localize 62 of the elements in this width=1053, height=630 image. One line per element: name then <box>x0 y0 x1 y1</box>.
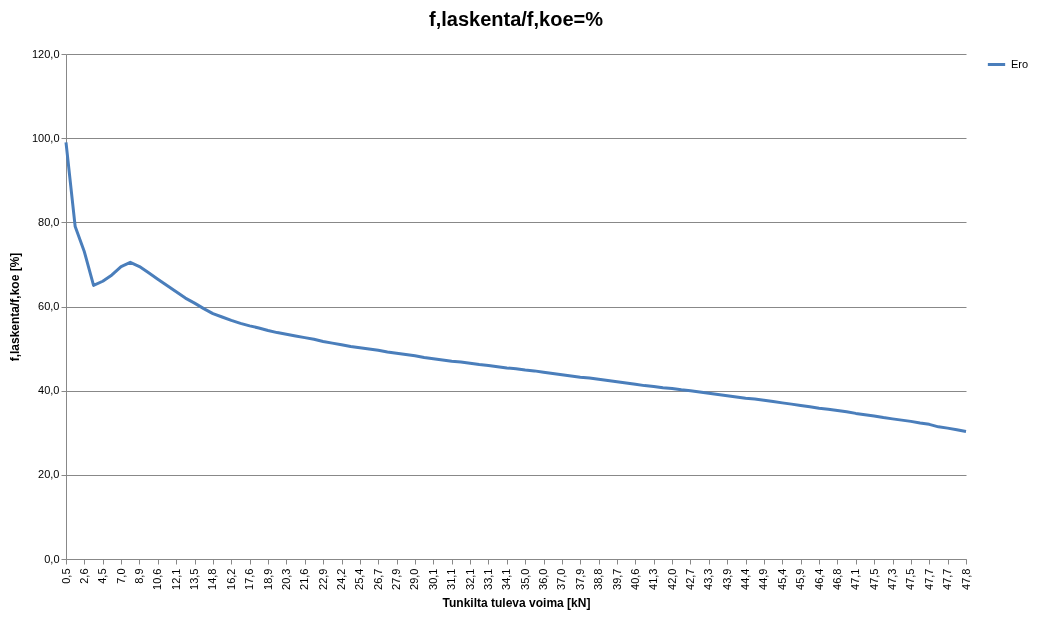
x-tick-label: 21,6 <box>298 568 311 590</box>
x-tick-label: 31,1 <box>445 568 458 590</box>
x-tick-label: 47,5 <box>867 568 880 590</box>
x-tick-label: 12,1 <box>169 568 182 590</box>
x-tick-label: 14,8 <box>206 568 219 590</box>
x-tick-label: 47,1 <box>849 568 862 590</box>
x-tick-label: 26,7 <box>371 568 384 590</box>
x-tick-label: 22,9 <box>316 568 329 590</box>
x-tick-label: 17,6 <box>243 568 256 590</box>
x-tick-label: 46,4 <box>812 568 825 590</box>
x-tick-label: 43,9 <box>720 568 733 590</box>
x-tick-label: 0,5 <box>59 568 72 584</box>
x-tick-label: 24,2 <box>335 568 348 590</box>
x-tick-label: 38,8 <box>592 568 605 590</box>
x-tick-label: 33,1 <box>481 568 494 590</box>
y-tick-label: 100,0 <box>31 131 60 144</box>
x-tick-label: 36,0 <box>537 568 550 590</box>
x-tick-label: 8,9 <box>132 568 145 584</box>
x-tick-label: 13,5 <box>188 568 201 590</box>
x-tick-label: 37,0 <box>555 568 568 590</box>
x-tick-label: 34,1 <box>500 568 513 590</box>
x-tick-label: 47,7 <box>941 568 954 590</box>
y-tick-label: 40,0 <box>38 384 60 397</box>
x-tick-label: 47,7 <box>922 568 935 590</box>
y-tick-label: 120,0 <box>31 47 60 60</box>
x-tick-label: 47,5 <box>904 568 917 590</box>
y-axis-title: f,laskenta/f,koe [%] <box>7 252 22 362</box>
x-tick-label: 7,0 <box>114 568 127 584</box>
x-tick-label: 47,8 <box>959 568 972 590</box>
x-tick-label: 35,0 <box>518 568 531 590</box>
y-tick-label: 80,0 <box>38 215 60 228</box>
x-tick-label: 41,3 <box>647 568 660 590</box>
x-tick-label: 37,9 <box>573 568 586 590</box>
x-tick-label: 25,4 <box>353 568 366 590</box>
x-tick-label: 44,4 <box>739 568 752 590</box>
x-tick-label: 16,2 <box>224 568 237 590</box>
legend-label: Ero <box>1011 57 1029 70</box>
x-tick-label: 20,3 <box>279 568 292 590</box>
x-tick-label: 27,9 <box>390 568 403 590</box>
x-tick-label: 2,6 <box>77 568 90 584</box>
x-tick-label: 18,9 <box>261 568 274 590</box>
x-tick-label: 39,7 <box>610 568 623 590</box>
x-tick-label: 47,3 <box>886 568 899 590</box>
x-tick-label: 4,5 <box>96 568 109 584</box>
x-axis-title: Tunkilta tuleva voima [kN] <box>442 595 591 610</box>
x-tick-label: 30,1 <box>426 568 439 590</box>
line-series <box>64 140 968 433</box>
x-tick-label: 10,6 <box>151 568 164 590</box>
x-tick-label: 32,1 <box>463 568 476 590</box>
x-tick-label: 43,3 <box>702 568 715 590</box>
x-tick-label: 46,8 <box>830 568 843 590</box>
x-tick-label: 45,4 <box>775 568 788 590</box>
x-tick-label: 44,9 <box>757 568 770 590</box>
y-tick-label: 60,0 <box>38 300 60 312</box>
x-tick-label: 42,7 <box>683 568 696 590</box>
x-tick-label: 29,0 <box>408 568 421 590</box>
x-tick-label: 45,9 <box>794 568 807 590</box>
y-tick-label: 20,0 <box>38 468 60 481</box>
y-tick-label: 0,0 <box>44 552 60 565</box>
x-tick-label: 40,6 <box>628 568 641 590</box>
x-tick-label: 42,0 <box>665 568 678 590</box>
chart-title: f,laskenta/f,koe=% <box>429 8 604 30</box>
